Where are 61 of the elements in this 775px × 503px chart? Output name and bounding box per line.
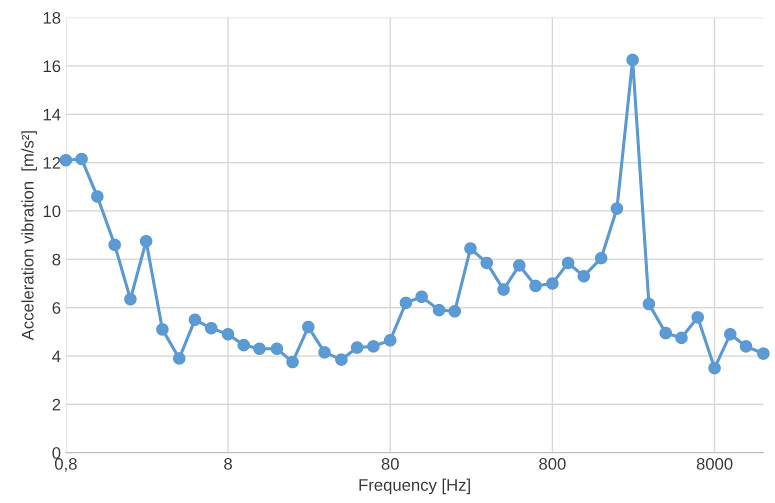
point	[222, 328, 234, 341]
point	[204, 322, 218, 334]
point	[757, 347, 770, 360]
point	[659, 326, 672, 340]
point	[286, 356, 299, 368]
point	[318, 346, 331, 359]
y-axis-title: Acceleration vibration [m/s²]	[21, 131, 37, 340]
point	[626, 54, 639, 66]
point	[188, 314, 202, 326]
y-tick-label: 2	[52, 398, 60, 410]
point	[675, 332, 688, 344]
point	[384, 334, 396, 347]
point	[270, 342, 284, 356]
y-tick-label: 6	[52, 302, 60, 314]
point	[156, 323, 169, 336]
point	[75, 152, 88, 166]
y-tick-label: 0	[52, 447, 60, 459]
y-tick-label: 18	[44, 12, 60, 24]
point	[691, 311, 704, 324]
point	[415, 290, 428, 304]
y-tick-label: 14	[44, 108, 61, 120]
point	[562, 256, 574, 270]
y-tick-label: 4	[52, 350, 61, 362]
y-tick-label: 12	[44, 157, 60, 169]
point	[529, 280, 542, 292]
point	[497, 283, 510, 296]
point	[432, 304, 446, 316]
point	[91, 190, 104, 203]
point	[367, 340, 380, 353]
point	[253, 342, 266, 356]
point	[172, 352, 186, 365]
point	[400, 296, 412, 310]
x-tick-label: 0,8	[54, 458, 77, 472]
y-tick-label: 8	[52, 254, 60, 266]
point	[724, 328, 737, 341]
point	[124, 292, 137, 306]
point	[642, 298, 656, 310]
point	[302, 320, 315, 334]
point	[238, 338, 250, 352]
point	[578, 270, 590, 282]
point	[740, 340, 752, 353]
point	[513, 259, 526, 272]
x-axis-title: Frequency [Hz]	[359, 478, 470, 494]
x-tick-label: 800	[539, 458, 566, 470]
x-tick-label: 8000	[696, 458, 732, 470]
point	[108, 238, 121, 252]
point	[335, 353, 348, 366]
point	[448, 305, 461, 318]
x-tick-label: 8	[224, 458, 232, 470]
x-tick-label: 80	[382, 458, 399, 470]
point	[140, 234, 152, 248]
point	[594, 252, 608, 264]
y-tick-label: 16	[44, 60, 60, 72]
point	[546, 277, 559, 290]
point	[610, 202, 624, 215]
point	[464, 242, 477, 255]
point	[60, 154, 72, 166]
point	[708, 362, 721, 374]
y-tick-label: 10	[44, 205, 60, 218]
point	[350, 341, 364, 354]
point	[480, 256, 493, 270]
